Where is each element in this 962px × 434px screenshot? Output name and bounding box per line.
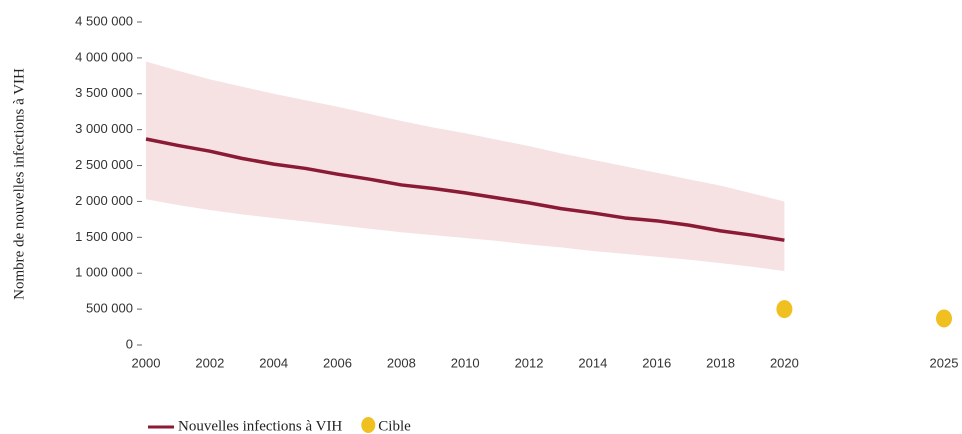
legend-label: Nouvelles infections à VIH xyxy=(178,418,342,434)
y-axis-label: Nombre de nouvelles infections à VIH xyxy=(11,68,27,300)
x-tick-label: 2000 xyxy=(132,355,161,370)
y-tick-label: 3 500 000 xyxy=(75,85,133,100)
y-tick-label: 1 000 000 xyxy=(75,265,133,280)
y-tick-label: 4 000 000 xyxy=(75,49,133,64)
x-tick-label: 2008 xyxy=(387,355,416,370)
x-tick-label: 2002 xyxy=(195,355,224,370)
uncertainty-band xyxy=(146,61,785,272)
x-tick-label: 2006 xyxy=(323,355,352,370)
legend-label: Cible xyxy=(378,418,411,434)
y-tick-label: 1 500 000 xyxy=(75,229,133,244)
y-tick-label: 3 000 000 xyxy=(75,121,133,136)
legend-swatch xyxy=(361,417,376,433)
x-tick-label: 2025 xyxy=(930,355,959,370)
x-tick-label: 2004 xyxy=(259,355,288,370)
y-tick-label: 500 000 xyxy=(86,301,133,316)
x-tick-label: 2020 xyxy=(770,355,799,370)
line xyxy=(145,137,785,242)
y-tick-label: 0 xyxy=(126,336,133,351)
x-tick-label: 2012 xyxy=(515,355,544,370)
x-tick-label: 2014 xyxy=(578,355,607,370)
x-tick-label: 2010 xyxy=(451,355,480,370)
x-tick-label: 2018 xyxy=(706,355,735,370)
y-tick-label: 4 500 000 xyxy=(75,13,133,28)
x-tick-label: 2016 xyxy=(642,355,671,370)
y-tick-label: 2 500 000 xyxy=(75,157,133,172)
target-point xyxy=(936,309,952,328)
y-tick-label: 2 000 000 xyxy=(75,193,133,208)
target-point xyxy=(776,300,793,319)
